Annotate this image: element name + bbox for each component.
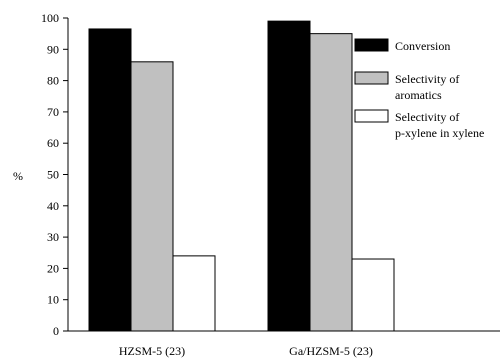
y-tick-label: 100 xyxy=(41,11,59,25)
bar-1-1 xyxy=(88,28,132,332)
y-tick-label: 20 xyxy=(47,261,59,275)
axes xyxy=(67,18,500,332)
category-label: Ga/HZSM-5 (23) xyxy=(289,344,373,358)
legend-swatch-2 xyxy=(354,71,389,85)
y-tick-label: 0 xyxy=(53,324,59,338)
bar-3-1 xyxy=(172,255,216,332)
y-axis-label: % xyxy=(13,169,23,183)
y-tick-label: 50 xyxy=(47,168,59,182)
y-tick-label: 40 xyxy=(47,199,59,213)
y-axis-ticks: 0 10 20 30 40 50 60 70 80 90 100 xyxy=(41,11,68,338)
legend-label-3: Selectivity of p-xylene in xylene xyxy=(395,110,484,140)
category-labels: HZSM-5 (23) Ga/HZSM-5 (23) xyxy=(119,344,373,358)
category-label: HZSM-5 (23) xyxy=(119,344,185,358)
bar-2-1 xyxy=(130,61,174,332)
y-tick-label: 70 xyxy=(47,105,59,119)
legend-label-2: Selectivity of aromatics xyxy=(395,72,459,102)
legend-label-1: Conversion xyxy=(395,39,450,53)
bars xyxy=(88,20,395,332)
y-tick-label: 80 xyxy=(47,74,59,88)
legend-swatch-1 xyxy=(354,38,389,52)
bar-1-2 xyxy=(267,20,311,332)
y-tick-label: 10 xyxy=(47,293,59,307)
y-tick-label: 60 xyxy=(47,136,59,150)
y-tick-label: 30 xyxy=(47,230,59,244)
y-tick-label: 90 xyxy=(47,42,59,56)
bar-2-2 xyxy=(309,33,353,332)
legend: Conversion Selectivity of aromatics Selecti… xyxy=(354,38,484,140)
bar-3-2 xyxy=(351,258,395,332)
legend-swatch-3 xyxy=(354,109,389,123)
